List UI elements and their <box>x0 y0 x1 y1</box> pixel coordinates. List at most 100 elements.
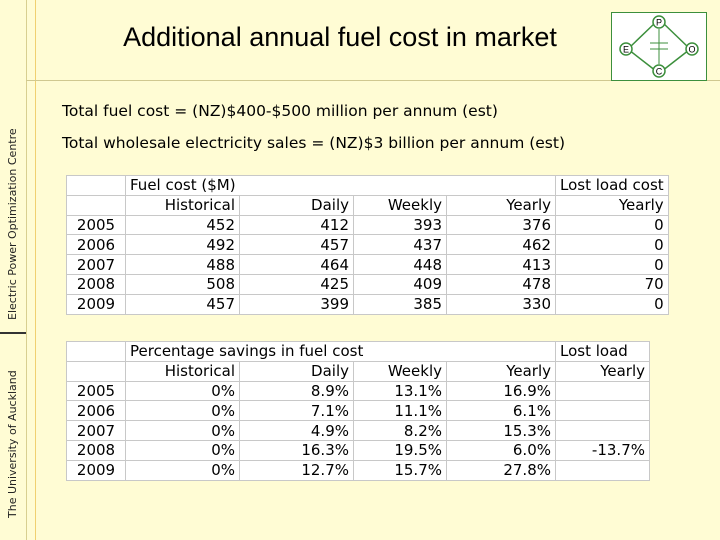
table-column-header: Historical Daily Weekly Yearly Yearly <box>66 360 650 382</box>
logo-letter-e: E <box>623 45 629 55</box>
table-cell: 457 <box>239 234 354 256</box>
table-cell: 70 <box>555 273 669 295</box>
year-cell: 2007 <box>66 420 126 441</box>
table-cell: -13.7% <box>555 439 650 461</box>
table-row: 2005 452 412 393 376 0 <box>66 214 669 236</box>
table-cell: 330 <box>446 293 556 315</box>
table-cell: 15.7% <box>353 459 447 481</box>
sidebar-university-label: The University of Auckland <box>6 370 19 518</box>
logo-letter-o: O <box>688 45 695 55</box>
table-cell: 11.1% <box>353 400 447 422</box>
table-row: 2007 0% 4.9% 8.2% 15.3% <box>66 420 650 441</box>
table-cell: 16.3% <box>239 439 354 461</box>
sidebar-org-label: Electric Power Optimization Centre <box>6 128 19 320</box>
column-header: Historical <box>125 360 240 382</box>
table-cell: 0% <box>125 459 240 481</box>
table-cell: 0 <box>555 214 669 236</box>
fuel-savings-table: Percentage savings in fuel cost Lost loa… <box>66 341 650 481</box>
year-cell: 2005 <box>66 380 126 402</box>
logo-letter-p: P <box>656 18 662 28</box>
year-cell: 2006 <box>66 234 126 256</box>
total-fuel-cost-text: Total fuel cost = (NZ)$400-$500 million … <box>62 102 498 120</box>
table-cell <box>555 420 650 441</box>
table-cell: 19.5% <box>353 439 447 461</box>
table-cell: 478 <box>446 273 556 295</box>
table-cell: 15.3% <box>446 420 556 441</box>
table-cell <box>555 400 650 422</box>
table-cell: 376 <box>446 214 556 236</box>
column-header: Yearly <box>555 194 669 216</box>
table-cell: 437 <box>353 234 447 256</box>
table-cell: 457 <box>125 293 240 315</box>
epoc-logo: P E O C <box>611 12 707 81</box>
table-cell: 0% <box>125 420 240 441</box>
table-cell: 399 <box>239 293 354 315</box>
column-header: Yearly <box>446 360 556 382</box>
column-header: Yearly <box>446 194 556 216</box>
savings-group-label: Percentage savings in fuel cost <box>125 341 556 362</box>
table-cell: 0% <box>125 400 240 422</box>
table-cell: 464 <box>239 254 354 275</box>
table-cell: 0% <box>125 439 240 461</box>
table-row: 2009 457 399 385 330 0 <box>66 293 669 315</box>
table-cell: 412 <box>239 214 354 236</box>
table-cell: 7.1% <box>239 400 354 422</box>
table-cell: 448 <box>353 254 447 275</box>
table-cell: 12.7% <box>239 459 354 481</box>
year-cell: 2006 <box>66 400 126 422</box>
table-cell: 13.1% <box>353 380 447 402</box>
wholesale-sales-text: Total wholesale electricity sales = (NZ)… <box>62 134 566 152</box>
table-cell: 488 <box>125 254 240 275</box>
table-cell: 4.9% <box>239 420 354 441</box>
table-cell: 452 <box>125 214 240 236</box>
column-header: Historical <box>125 194 240 216</box>
lost-load-cost-group-label: Lost load cost <box>555 175 669 196</box>
table-row: 2008 0% 16.3% 19.5% 6.0% -13.7% <box>66 439 650 461</box>
table-cell: 508 <box>125 273 240 295</box>
table-row: 2005 0% 8.9% 13.1% 16.9% <box>66 380 650 402</box>
column-header: Daily <box>239 360 354 382</box>
title-divider <box>26 80 720 81</box>
table-cell: 0 <box>555 293 669 315</box>
table-cell: 27.8% <box>446 459 556 481</box>
year-cell: 2007 <box>66 254 126 275</box>
sidebar-divider <box>0 332 26 334</box>
table-cell: 0 <box>555 254 669 275</box>
table-cell: 425 <box>239 273 354 295</box>
column-header: Weekly <box>353 194 447 216</box>
table-cell: 385 <box>353 293 447 315</box>
column-header: Daily <box>239 194 354 216</box>
year-cell: 2009 <box>66 293 126 315</box>
fuel-cost-table: Fuel cost ($M) Lost load cost Historical… <box>66 175 669 315</box>
column-header: Yearly <box>555 360 650 382</box>
year-cell: 2008 <box>66 273 126 295</box>
logo-letter-c: C <box>656 67 663 77</box>
accent-line <box>35 0 36 540</box>
table-cell: 409 <box>353 273 447 295</box>
table-group-header: Fuel cost ($M) Lost load cost <box>66 175 669 196</box>
table-row: 2009 0% 12.7% 15.7% 27.8% <box>66 459 650 481</box>
table-column-header: Historical Daily Weekly Yearly Yearly <box>66 194 669 216</box>
table-cell: 6.1% <box>446 400 556 422</box>
table-cell: 8.9% <box>239 380 354 402</box>
table-row: 2008 508 425 409 478 70 <box>66 273 669 295</box>
table-row: 2006 0% 7.1% 11.1% 6.1% <box>66 400 650 422</box>
table-cell: 16.9% <box>446 380 556 402</box>
table-group-header: Percentage savings in fuel cost Lost loa… <box>66 341 650 362</box>
table-row: 2006 492 457 437 462 0 <box>66 234 669 256</box>
table-cell: 413 <box>446 254 556 275</box>
table-cell: 393 <box>353 214 447 236</box>
fuel-cost-group-label: Fuel cost ($M) <box>125 175 556 196</box>
sidebar: Electric Power Optimization Centre The U… <box>0 0 27 540</box>
table-cell: 0% <box>125 380 240 402</box>
table-cell: 462 <box>446 234 556 256</box>
table-cell: 0 <box>555 234 669 256</box>
table-cell <box>555 380 650 402</box>
lost-load-group-label: Lost load <box>555 341 650 362</box>
column-header: Weekly <box>353 360 447 382</box>
table-cell <box>555 459 650 481</box>
page-title: Additional annual fuel cost in market <box>123 22 557 52</box>
year-cell: 2005 <box>66 214 126 236</box>
year-cell: 2008 <box>66 439 126 461</box>
year-cell: 2009 <box>66 459 126 481</box>
